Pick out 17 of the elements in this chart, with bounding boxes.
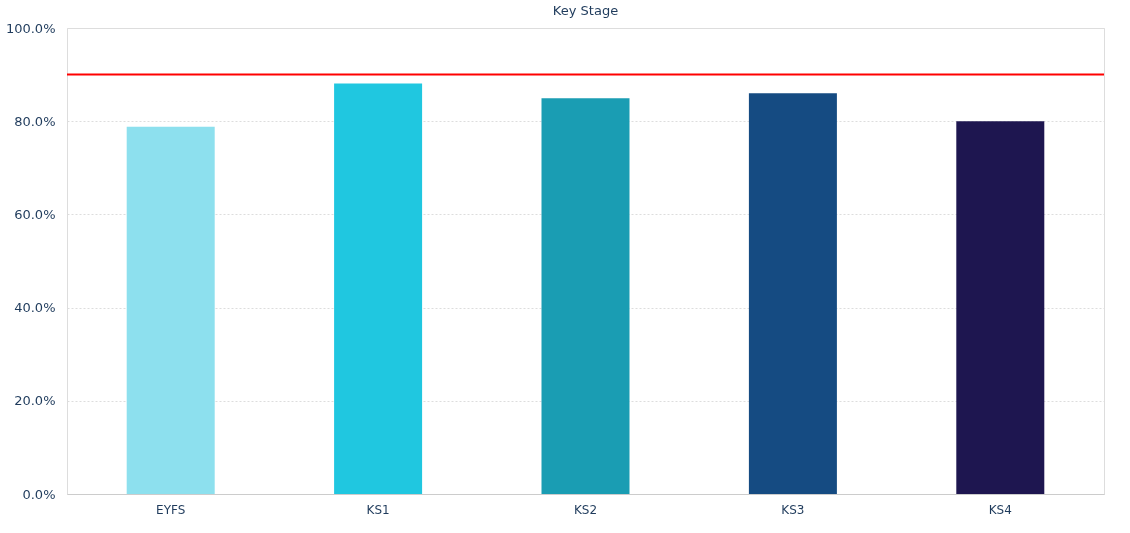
y-tick-label: 100.0% <box>5 20 56 36</box>
x-tick-label: EYFS <box>156 502 186 517</box>
y-tick-label: 0.0% <box>22 486 56 502</box>
y-tick-label: 20.0% <box>14 393 56 409</box>
y-tick-label: 60.0% <box>14 206 56 222</box>
bar <box>956 121 1045 494</box>
bar <box>541 98 630 494</box>
x-tick-label: KS4 <box>988 502 1012 517</box>
x-tick-label: KS1 <box>366 502 390 517</box>
bar <box>748 93 837 494</box>
y-tick-label: 40.0% <box>14 300 56 316</box>
x-tick-label: KS3 <box>781 502 805 517</box>
chart-title: Key Stage <box>552 3 619 18</box>
x-tick-label: KS2 <box>573 502 598 517</box>
bar <box>334 83 423 494</box>
bar <box>126 126 215 494</box>
y-tick-label: 80.0% <box>14 113 56 129</box>
